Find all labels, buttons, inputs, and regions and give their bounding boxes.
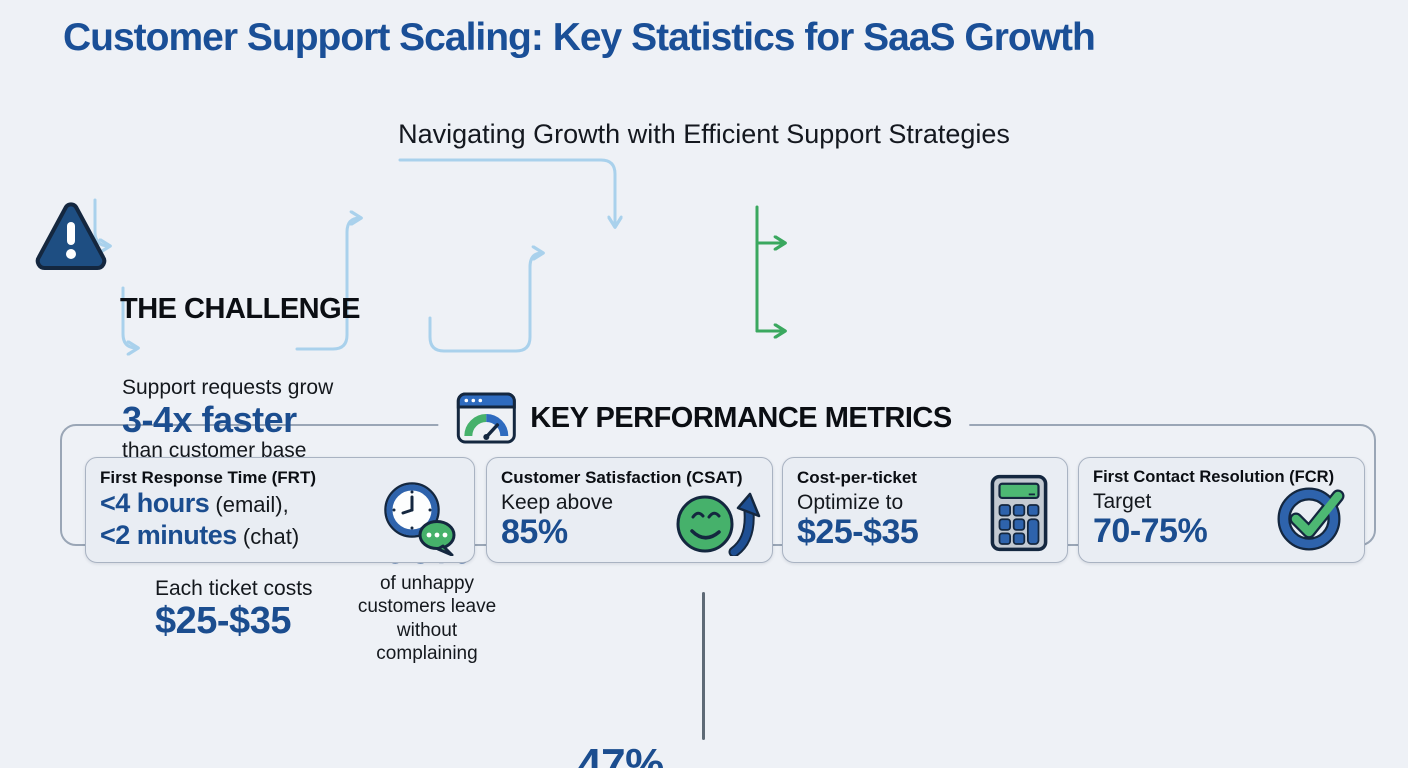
card-suffix: (chat) (236, 523, 300, 549)
card-value: 85% (501, 513, 568, 551)
warning-triangle-icon (35, 202, 107, 270)
page-subtitle: Navigating Growth with Efficient Support… (398, 119, 1010, 149)
card-intro: Optimize to (797, 491, 904, 514)
calculator-icon (990, 474, 1048, 552)
gauge-icon (456, 392, 516, 444)
stat-switched-brands: 47% of customers switched brands in 2024… (538, 739, 703, 768)
stat-support-growth: Support requests grow 3-4x faster than c… (122, 376, 1408, 463)
stat-caption: than customer base (122, 438, 307, 462)
page-title: Customer Support Scaling: Key Statistics… (63, 16, 1096, 59)
card-title: Cost-per-ticket (797, 468, 917, 487)
card-intro: Target (1093, 490, 1152, 513)
stat-value: $25-$35 (155, 600, 291, 643)
card-title: First Contact Resolution (FCR) (1093, 468, 1335, 486)
stat-intro: Each ticket costs (155, 577, 313, 601)
metric-card-frt: First Response Time (FRT) <4 hours (emai… (85, 457, 475, 563)
decline-arrow-icon (468, 764, 518, 768)
card-suffix: (email), (209, 492, 289, 517)
stat-value: 47% (577, 739, 664, 768)
stat-caption: of unhappy customers leave without compl… (357, 573, 497, 664)
metric-card-fcr: First Contact Resolution (FCR) Target 70… (1078, 457, 1365, 563)
stat-value: 3-4x faster (122, 398, 297, 440)
metrics-heading-band: KEY PERFORMANCE METRICS (438, 392, 970, 444)
card-title: Customer Satisfaction (CSAT) (501, 468, 743, 487)
card-value: 70-75% (1093, 512, 1208, 550)
stat-ticket-cost: Each ticket costs $25-$35 (155, 577, 1408, 642)
card-intro: Keep above (501, 491, 614, 514)
card-value: <4 hours (100, 488, 210, 518)
card-title: First Response Time (FRT) (100, 468, 316, 487)
check-circle-icon (1277, 487, 1345, 551)
metric-card-cost-per-ticket: Cost-per-ticket Optimize to $25-$35 (782, 457, 1068, 563)
metric-card-csat: Customer Satisfaction (CSAT) Keep above … (486, 457, 773, 563)
challenge-heading: THE CHALLENGE (120, 293, 361, 325)
section-divider (702, 592, 705, 740)
smiley-arrow-icon (676, 492, 761, 556)
card-value: <2 minutes (100, 519, 237, 550)
clock-chat-icon (384, 482, 456, 556)
card-value: $25-$35 (797, 513, 919, 551)
metrics-heading: KEY PERFORMANCE METRICS (530, 401, 952, 434)
stat-intro: Support requests grow (122, 376, 334, 399)
